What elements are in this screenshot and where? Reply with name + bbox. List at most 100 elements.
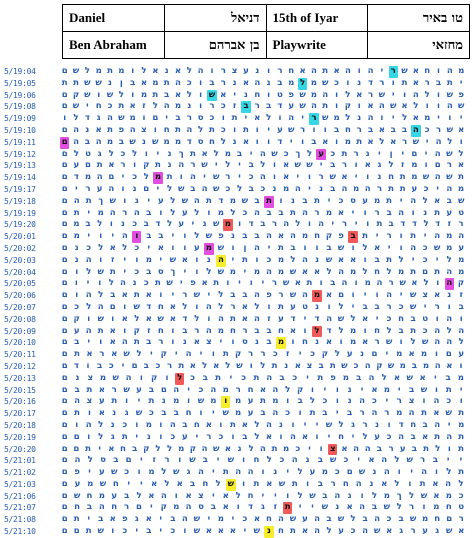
grid-letter: ק: [160, 349, 167, 360]
grid-letter: ע: [157, 195, 164, 206]
grid-letter: א: [385, 526, 393, 537]
grid-letter: ם: [338, 290, 345, 301]
grid-letter: מ: [396, 349, 403, 360]
grid-letter: ב: [374, 301, 380, 312]
grid-letter: ת: [423, 443, 429, 454]
grid-letter: א: [294, 278, 301, 289]
grid-letter: י: [207, 514, 211, 525]
grid-letter: א: [242, 136, 250, 147]
grid-letter: ת: [178, 360, 185, 371]
grid-letter: ש: [373, 526, 381, 537]
grid-letter: ל: [143, 172, 149, 183]
grid-letter: י: [351, 431, 355, 442]
grid-letter: א: [390, 136, 397, 147]
grid-letter: ח: [247, 490, 254, 501]
grid-letter: מ: [129, 113, 136, 124]
highlighted-letter: ב: [241, 101, 251, 114]
grid-letter: א: [294, 360, 301, 371]
grid-letter: כ: [310, 349, 315, 360]
grid-letter: ה: [446, 313, 453, 324]
grid-letter: ה: [290, 231, 296, 242]
grid-letter: ה: [318, 219, 325, 230]
grid-letter: ו: [366, 219, 370, 230]
grid-letter: ש: [289, 266, 297, 277]
grid-letter: א: [205, 526, 213, 537]
grid-letter: ש: [212, 172, 220, 183]
grid-letter: כ: [134, 266, 140, 277]
grid-letter: נ: [315, 254, 319, 265]
grid-letter: ב: [248, 183, 254, 194]
highlighted-letter: ה: [216, 254, 226, 267]
grid-letter: א: [145, 313, 152, 324]
grid-letter: ם: [61, 514, 68, 525]
grid-letter: ם: [61, 278, 68, 289]
grid-letter: ר: [435, 124, 442, 135]
grid-letter: ה: [434, 325, 441, 336]
grid-letter: א: [325, 337, 333, 348]
grid-letter: פ: [266, 290, 272, 301]
grid-letter: ח: [278, 325, 284, 336]
grid-letter: ד: [435, 219, 441, 230]
grid-letter: ה: [378, 101, 385, 112]
grid-letter: ב: [374, 254, 380, 265]
grid-letter: א: [266, 478, 273, 489]
grid-letter: י: [308, 443, 311, 454]
grid-letter: ב: [248, 160, 254, 171]
grid-letter: ת: [271, 360, 278, 371]
grid-letter: ו: [99, 254, 103, 265]
grid-letter: א: [408, 349, 415, 360]
grid-letter: י: [214, 160, 218, 171]
grid-letter: א: [145, 514, 152, 525]
grid-letter: ס: [198, 502, 204, 513]
grid-letter: ל: [266, 113, 272, 124]
grid-letter: ל: [108, 278, 114, 289]
grid-letter: ל: [401, 113, 408, 124]
grid-letter: ה: [272, 408, 279, 419]
grid-letter: י: [137, 396, 141, 407]
grid-letter: ב: [333, 124, 340, 135]
grid-letter: ר: [379, 77, 385, 88]
grid-letter: מ: [229, 266, 237, 277]
grid-letter: ל: [86, 266, 92, 277]
grid-letter: ל: [309, 396, 316, 407]
grid-letter: כ: [446, 396, 452, 407]
grid-letter: מ: [458, 254, 465, 265]
grid-letter: ו: [436, 278, 440, 289]
grid-letter: כ: [242, 514, 248, 525]
grid-letter: א: [371, 384, 378, 395]
grid-letter: ה: [96, 172, 103, 183]
grid-letter: ע: [99, 396, 105, 407]
grid-letter: י: [159, 254, 163, 265]
grid-letter: ה: [107, 113, 113, 124]
grid-letter: צ: [141, 124, 147, 135]
grid-letter: ם: [125, 455, 132, 466]
grid-letter: ה: [278, 514, 284, 525]
grid-letter: ח: [388, 172, 395, 183]
grid-letter: ח: [254, 89, 261, 100]
grid-letter: ו: [87, 431, 91, 442]
grid-letter: ו: [311, 384, 314, 395]
grid-letter: ל: [98, 419, 104, 430]
grid-letter: ם: [61, 254, 68, 265]
grid-letter: ה: [362, 526, 369, 537]
grid-letter: ם: [61, 372, 68, 383]
grid-letter: א: [98, 408, 105, 419]
grid-letter: ה: [433, 396, 440, 407]
grid-letter: ך: [178, 148, 184, 159]
grid-letter: י: [399, 290, 403, 301]
grid-letter: ך: [295, 148, 301, 159]
grid-letter: ל: [338, 301, 344, 312]
grid-letter: מ: [399, 360, 406, 371]
grid-letter: י: [191, 219, 195, 230]
grid-letter: ל: [86, 301, 92, 312]
grid-letter: י: [216, 455, 220, 466]
grid-letter: ז: [142, 101, 146, 112]
grid-letter: ר: [278, 290, 284, 301]
grid-letter: ע: [374, 431, 380, 442]
grid-letter: מ: [106, 136, 114, 147]
grid-letter: ו: [273, 172, 276, 183]
grid-letter: ה: [364, 443, 371, 454]
grid-letter: ש: [166, 278, 173, 289]
grid-letter: י: [387, 242, 391, 253]
